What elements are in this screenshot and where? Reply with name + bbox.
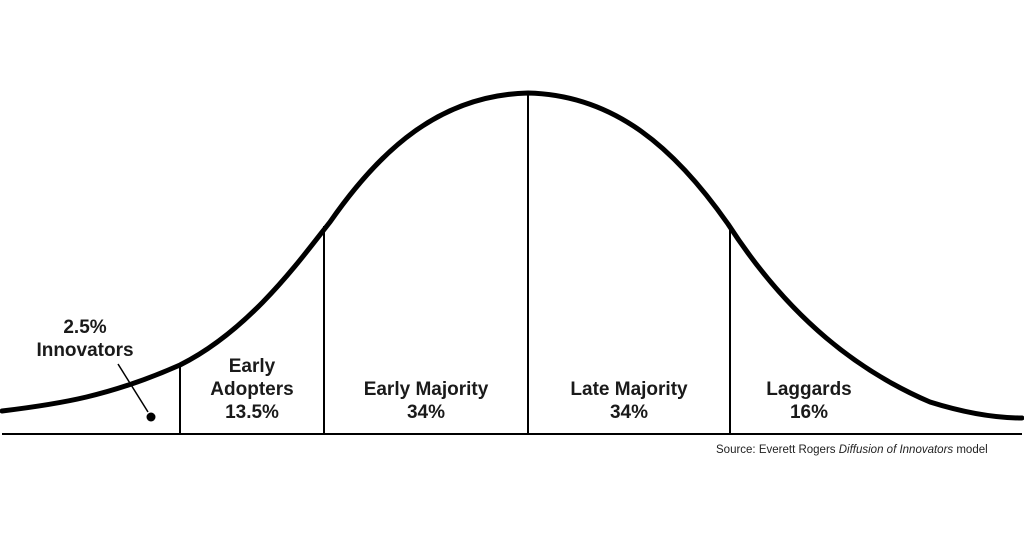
early-majority-percent: 34% — [406, 402, 446, 423]
laggards-name: Laggards — [766, 379, 852, 400]
early-adopters-label: Early Adopters 13.5% — [184, 355, 320, 424]
innovators-pointer-line — [117, 363, 149, 413]
source-title: Diffusion of Innovators — [838, 444, 954, 456]
source-citation: Source: Everett Rogers Diffusion of Inno… — [716, 444, 988, 456]
early-majority-name: Early Majority — [363, 379, 489, 400]
source-suffix: model — [953, 444, 988, 456]
early-adopters-percent: 13.5% — [225, 402, 279, 423]
early-majority-label: Early Majority 34% — [328, 378, 524, 424]
laggards-label: Laggards 16% — [734, 378, 884, 424]
late-majority-percent: 34% — [609, 402, 649, 423]
late-majority-label: Late Majority 34% — [532, 378, 726, 424]
source-prefix: Source: Everett Rogers — [716, 444, 839, 456]
innovators-label: 2.5% Innovators — [20, 316, 150, 362]
innovators-name: Innovators — [36, 340, 134, 361]
innovators-pointer-dot — [146, 412, 156, 422]
innovators-percent: 2.5% — [63, 317, 107, 338]
bell-curve — [0, 90, 1024, 421]
early-adopters-name-line1: Early — [228, 356, 276, 377]
early-adopters-name-line2: Adopters — [210, 379, 294, 400]
late-majority-name: Late Majority — [570, 379, 688, 400]
laggards-percent: 16% — [789, 402, 829, 423]
